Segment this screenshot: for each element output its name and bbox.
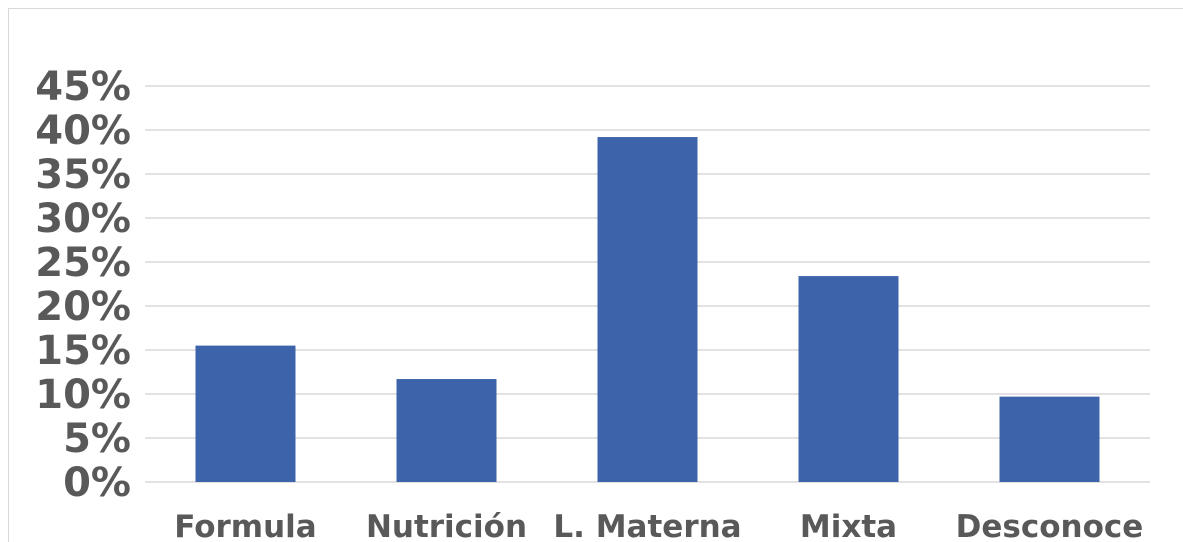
y-tick-label: 45% — [35, 64, 131, 110]
bar-nutrici-n — [396, 379, 497, 482]
y-tick-label: 0% — [63, 460, 131, 506]
bar-mixta — [798, 276, 899, 482]
y-tick-label: 5% — [63, 416, 131, 462]
x-category-label: Nutrición — [366, 509, 527, 542]
y-tick-label: 30% — [35, 196, 131, 242]
y-tick-label: 40% — [35, 108, 131, 154]
y-axis-tick-labels: 0%5%10%15%20%25%30%35%40%45% — [35, 64, 131, 506]
y-tick-label: 10% — [35, 372, 131, 418]
y-tick-label: 15% — [35, 328, 131, 374]
x-category-label: Desconoce — [956, 509, 1144, 542]
y-tick-label: 20% — [35, 284, 131, 330]
bar-formula — [195, 345, 296, 482]
bar-desconoce — [999, 396, 1100, 482]
bars — [195, 137, 1100, 483]
bar-l-materna — [597, 137, 698, 483]
x-category-label: Mixta — [800, 509, 897, 542]
x-axis-category-labels: Formula Nutrición L. Materna Mixta Desconoce — [174, 509, 1143, 542]
y-tick-label: 25% — [35, 240, 131, 286]
chart-frame — [8, 8, 1183, 542]
x-category-label: L. Materna — [553, 509, 741, 542]
x-category-label: Formula — [174, 509, 316, 542]
y-tick-label: 35% — [35, 152, 131, 198]
